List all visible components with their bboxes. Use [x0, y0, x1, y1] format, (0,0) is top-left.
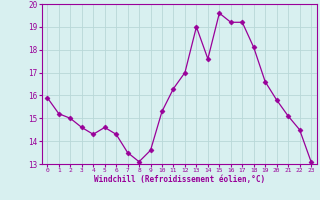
X-axis label: Windchill (Refroidissement éolien,°C): Windchill (Refroidissement éolien,°C) [94, 175, 265, 184]
